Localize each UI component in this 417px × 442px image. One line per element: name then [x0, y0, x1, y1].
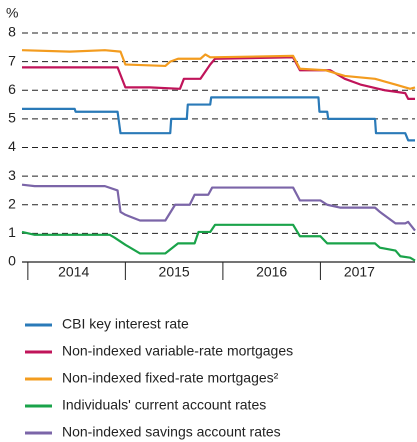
series-line: [21, 49, 416, 90]
series-line: [22, 96, 415, 142]
y-tick-label: 3: [8, 167, 16, 183]
y-tick-label: 7: [8, 52, 16, 68]
legend-label: Non-indexed fixed-rate mortgages²: [62, 370, 279, 386]
series-line: [21, 223, 416, 262]
x-tick-label: 2015: [159, 264, 190, 280]
series-line: [22, 56, 415, 100]
y-tick-label: 2: [8, 195, 16, 211]
y-tick-label: 1: [8, 224, 16, 240]
series-line: [21, 183, 416, 232]
y-axis-label: %: [6, 5, 18, 21]
y-tick-label: 6: [8, 81, 16, 97]
legend-label: CBI key interest rate: [62, 316, 189, 332]
legend-label: Non-indexed savings account rates: [62, 424, 281, 440]
legend-label: Non-indexed variable-rate mortgages: [62, 343, 293, 359]
y-tick-label: 8: [8, 24, 16, 40]
x-tick-label: 2017: [344, 264, 375, 280]
legend-label: Individuals' current account rates: [62, 397, 266, 413]
x-tick-label: 2016: [256, 264, 287, 280]
y-tick-label: 5: [8, 110, 16, 126]
x-tick-label: 2014: [58, 264, 89, 280]
y-tick-label: 4: [8, 138, 16, 154]
y-tick-label: 0: [8, 253, 16, 269]
